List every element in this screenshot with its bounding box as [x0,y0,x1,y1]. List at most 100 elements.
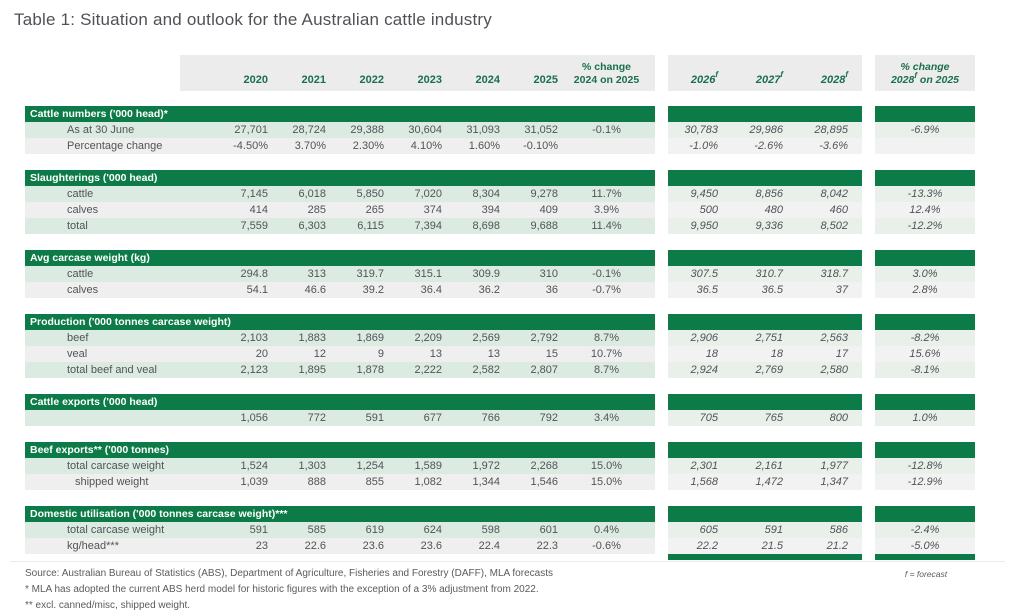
section-header-cattle-numbers: Cattle numbers ('000 head)* [25,106,655,122]
row-label: Percentage change [67,140,163,152]
forecast-cell: 480 [764,204,783,216]
pct-change-2028-line1: % change [900,61,950,73]
value-cell: 409 [539,204,558,216]
pct-change-cell: 0.4% [593,524,620,536]
forecast-row: 30,783 29,986 28,895 [668,122,862,138]
pct-2028-post: on 2025 [917,74,960,86]
pct-2028-pre: 2028 [890,74,915,86]
section-production: Production ('000 tonnes carcase weight) b… [25,314,975,378]
pct-header-bar [875,442,975,458]
pct-2028-cell: 12.4% [875,202,975,218]
forecast-cell: 37 [835,284,848,296]
value-cell: 677 [423,412,442,424]
value-cell: 1,883 [298,332,326,344]
forecast-cell: 9,950 [690,220,718,232]
table-row: As at 30 June 27,701 28,724 29,388 30,604 31,… [25,122,655,138]
section-main-block: Beef exports** ('000 tonnes) total carcas… [25,442,655,490]
forecast-row: 500 480 460 [668,202,862,218]
forecast-cell: 765 [764,412,783,424]
value-cell: 6,115 [357,220,384,232]
value-cell: 294.8 [240,268,268,280]
pct-change-cell: 15.0% [590,460,623,472]
col-header-pct-change-2028: % change 2028f on 2025 [875,55,975,91]
value-cell: 54.1 [246,284,268,296]
col-header-2022: 2022 [359,74,384,86]
value-cell: 1,895 [298,364,326,376]
forecast-cell: 2,563 [820,332,848,344]
table-row: total carcase weight 591 585 619 624 598 601 0.… [25,522,655,538]
pct-change-cell: -0.1% [592,124,621,136]
section-main-block: Slaughterings ('000 head) cattle 7,145 6,01… [25,170,655,234]
forecast-header-bar [668,506,862,522]
forecast-year-label: 2026 [690,74,716,86]
forecast-superscript: f [780,70,783,80]
section-pct-block: -6.9% [875,106,975,154]
value-cell: 414 [249,204,268,216]
forecast-row: 605 591 586 [668,522,862,538]
pct-2028-cell: 1.0% [875,410,975,426]
table-row: total beef and veal 2,123 1,895 1,878 2,222 2… [25,362,655,378]
section-forecast-block: 2,301 2,161 1,977 1,568 1,472 1,347 [668,442,862,490]
value-cell: 1,869 [356,332,384,344]
pct-change-line2: 2024 on 2025 [573,74,640,86]
value-cell: 13 [487,348,500,360]
value-cell: 1.60% [468,140,500,152]
pct-header-bar [875,250,975,266]
forecast-cell: 30,783 [684,124,718,136]
section-main-block: Domestic utilisation ('000 tonnes carcas… [25,506,655,554]
forecast-superscript: f [914,70,917,80]
table-column-headers: 2020 2021 2022 2023 2024 2025 % change 2… [25,55,975,91]
row-label: total [67,220,88,232]
value-cell: 2,222 [414,364,442,376]
forecast-row: 1,568 1,472 1,347 [668,474,862,490]
forecast-cell: 2,906 [690,332,718,344]
forecast-cell: 2,161 [755,460,783,472]
table-row: Percentage change -4.50% 3.70% 2.30% 4.10% 1.… [25,138,655,154]
value-cell: 31,052 [524,124,558,136]
col-header-2026f: 2026f [668,71,718,91]
value-cell: 23 [255,540,268,552]
value-cell: 6,018 [298,188,326,200]
forecast-cell: 9,336 [755,220,783,232]
forecast-year-label: 2027 [755,74,781,86]
value-cell: 2,807 [530,364,558,376]
section-pct-block: -12.8% -12.9% [875,442,975,490]
pct-2028-cell: -13.3% [875,186,975,202]
value-cell: 5,850 [356,188,384,200]
value-cell: 601 [539,524,558,536]
forecast-cell: 18 [770,348,783,360]
forecast-cell: 705 [699,412,718,424]
value-cell: 7,559 [240,220,268,232]
forecast-cell: 310.7 [755,268,783,280]
section-forecast-block: 307.5 310.7 318.7 36.5 36.5 37 [668,250,862,298]
historic-years-header: 2020 2021 2022 2023 2024 2025 % change 2… [180,55,655,91]
value-cell: 1,546 [530,476,558,488]
forecast-row: 2,924 2,769 2,580 [668,362,862,378]
forecast-cell: 22.2 [696,540,718,552]
end-spacer [25,554,655,560]
col-header-2020: 2020 [243,74,268,86]
source-note: Source: Australian Bureau of Statistics … [25,568,553,579]
section-cattle-numbers: Cattle numbers ('000 head)* As at 30 June… [25,106,975,154]
pct-2028-cell: -8.1% [875,362,975,378]
forecast-cell: 21.2 [826,540,848,552]
value-cell: 766 [481,412,500,424]
value-cell: 4.10% [410,140,442,152]
value-cell: 7,394 [414,220,442,232]
forecast-cell: 2,924 [690,364,718,376]
section-domestic-utilisation: Domestic utilisation ('000 tonnes carcas… [25,506,975,554]
forecast-header-bar [668,106,862,122]
table-row: calves 54.1 46.6 39.2 36.4 36.2 36 -0.7% [25,282,655,298]
section-pct-block: -8.2% 15.6% -8.1% [875,314,975,378]
col-header-2021: 2021 [301,74,326,86]
table-row: total carcase weight 1,524 1,303 1,254 1,589… [25,458,655,474]
table-row: cattle 294.8 313 319.7 315.1 309.9 310 -0.1% [25,266,655,282]
section-header-beef-exports: Beef exports** ('000 tonnes) [25,442,655,458]
forecast-year-label: 2028 [820,74,846,86]
value-cell: 2,268 [530,460,558,472]
pct-header-bar [875,394,975,410]
value-cell: 7,145 [240,188,268,200]
value-cell: 22.3 [536,540,558,552]
forecast-row: 307.5 310.7 318.7 [668,266,862,282]
